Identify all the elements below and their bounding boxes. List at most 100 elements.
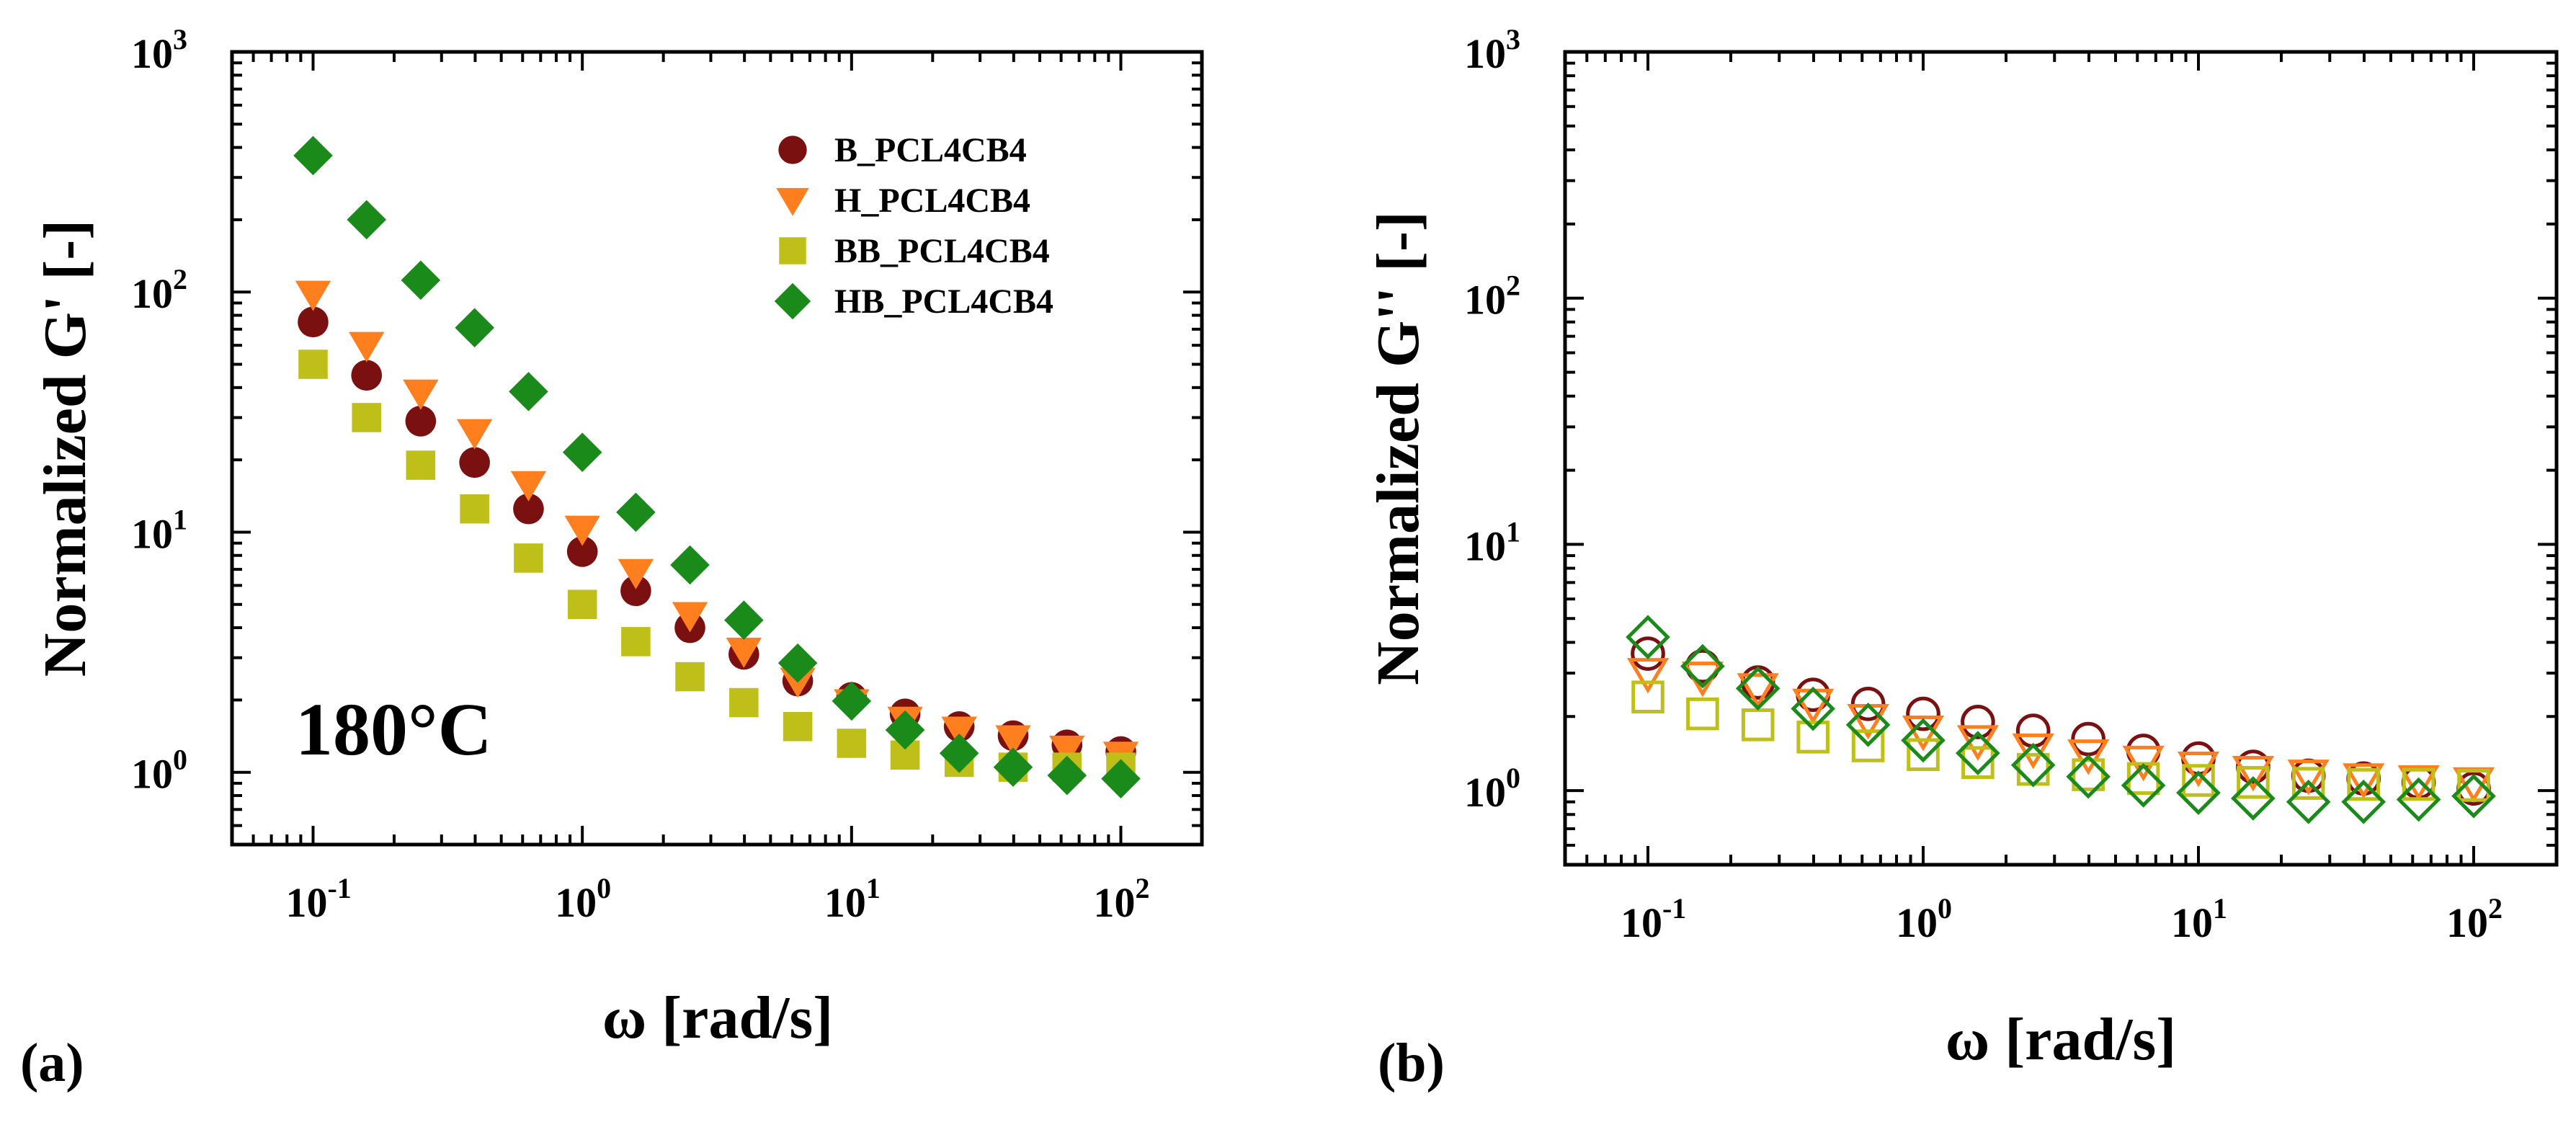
data-point <box>1626 615 1670 659</box>
y-tick-label: 101 <box>131 503 187 557</box>
y-tick-label: 100 <box>1464 762 1520 816</box>
x-tick-label: 10-1 <box>285 872 351 926</box>
data-point <box>298 349 328 379</box>
y-tick-label: 101 <box>1464 515 1520 569</box>
data-point <box>993 747 1033 787</box>
y-tick-base: 10 <box>131 510 173 557</box>
data-point <box>2343 763 2385 799</box>
data-point <box>1907 738 1940 771</box>
data-point <box>405 406 437 437</box>
y-tick-exponent: 2 <box>173 263 187 295</box>
x-tick-exponent: 1 <box>2213 892 2227 925</box>
x-tick-label: 102 <box>1094 872 1150 926</box>
data-point <box>1101 759 1141 798</box>
data-point <box>352 403 382 432</box>
data-point <box>1845 703 1891 747</box>
plot-frame <box>1563 50 2559 867</box>
data-point <box>1791 686 1835 731</box>
y-axis-label: Normalized G'' [-] <box>1365 211 1432 685</box>
data-point <box>670 545 710 585</box>
y-tick-base: 10 <box>1464 522 1506 569</box>
data-point <box>406 450 436 480</box>
data-point <box>2457 769 2490 802</box>
data-point <box>1631 636 1665 671</box>
x-tick-exponent: -1 <box>327 872 351 904</box>
temperature-annotation: 180°C <box>295 688 492 771</box>
data-point <box>620 575 651 607</box>
data-point <box>885 710 925 750</box>
data-point <box>2402 767 2435 801</box>
data-point <box>2072 758 2105 791</box>
data-point <box>459 447 490 478</box>
data-point <box>2012 733 2054 770</box>
data-point <box>1047 755 1087 796</box>
data-point <box>293 135 333 176</box>
x-tick-label: 100 <box>1896 892 1952 946</box>
data-point <box>1049 735 1085 766</box>
data-point <box>616 492 656 533</box>
data-point <box>1906 696 1940 731</box>
y-tick-label: 103 <box>1464 23 1520 77</box>
y-tick-label: 103 <box>131 23 187 77</box>
y-tick-exponent: 2 <box>1506 270 1520 302</box>
data-point <box>2397 765 2440 801</box>
series-square-2 <box>1631 680 2490 802</box>
x-tick-label: 102 <box>2446 892 2503 946</box>
axis-ticks <box>231 50 1203 846</box>
x-axis-label: ω [rad/s] <box>602 984 833 1051</box>
y-axis-label: Normalized G' [-] <box>32 220 99 677</box>
data-point <box>941 716 977 747</box>
x-tick-exponent: 1 <box>866 872 881 904</box>
data-point <box>2286 779 2331 824</box>
data-point <box>832 681 872 721</box>
y-tick-exponent: 1 <box>173 503 187 535</box>
y-tick-label: 102 <box>1464 270 1520 324</box>
data-point <box>2396 777 2441 822</box>
legend-label: H_PCL4CB4 <box>834 182 1030 220</box>
data-point <box>995 725 1031 756</box>
data-point <box>513 493 544 525</box>
data-point <box>729 687 759 718</box>
legend-label: BB_PCL4CB4 <box>834 232 1050 270</box>
x-tick-base: 10 <box>285 879 327 926</box>
data-point <box>2067 739 2110 775</box>
x-tick-base: 10 <box>2446 899 2488 946</box>
x-axis-label: ω [rad/s] <box>1946 1006 2176 1073</box>
data-point <box>349 331 385 362</box>
data-point <box>455 308 494 348</box>
data-point <box>675 662 705 692</box>
data-point <box>2341 779 2386 824</box>
legend-marker <box>779 237 806 264</box>
data-point <box>1796 721 1830 754</box>
legend-marker <box>776 187 809 216</box>
data-point <box>780 667 816 698</box>
legend-marker <box>778 135 807 164</box>
x-tick-base: 10 <box>2171 899 2213 946</box>
data-point <box>618 558 654 589</box>
x-tick-label: 10-1 <box>1621 892 1686 946</box>
y-tick-label: 102 <box>131 263 187 317</box>
data-point <box>1737 673 1779 709</box>
y-tick-exponent: 1 <box>1506 515 1520 548</box>
y-tick-base: 10 <box>131 30 173 77</box>
data-point <box>2451 773 2496 819</box>
panel-b-label: (b) <box>1378 1033 1445 1093</box>
data-point <box>566 536 598 567</box>
data-point <box>1956 731 2000 775</box>
data-point <box>2287 760 2330 796</box>
data-point <box>1961 746 1995 779</box>
data-point <box>1902 716 1945 752</box>
y-tick-exponent: 0 <box>173 744 187 776</box>
x-tick-base: 10 <box>555 879 597 926</box>
data-point <box>2182 764 2215 797</box>
x-tick-label: 101 <box>2171 892 2227 946</box>
data-point <box>2066 754 2111 799</box>
data-point <box>2010 742 2056 788</box>
x-tick-base: 10 <box>1896 899 1938 946</box>
data-point <box>562 432 602 472</box>
axis-ticks <box>1564 50 2558 866</box>
data-point <box>2291 767 2325 800</box>
series-hb-pcl4cb4 <box>293 135 1141 798</box>
